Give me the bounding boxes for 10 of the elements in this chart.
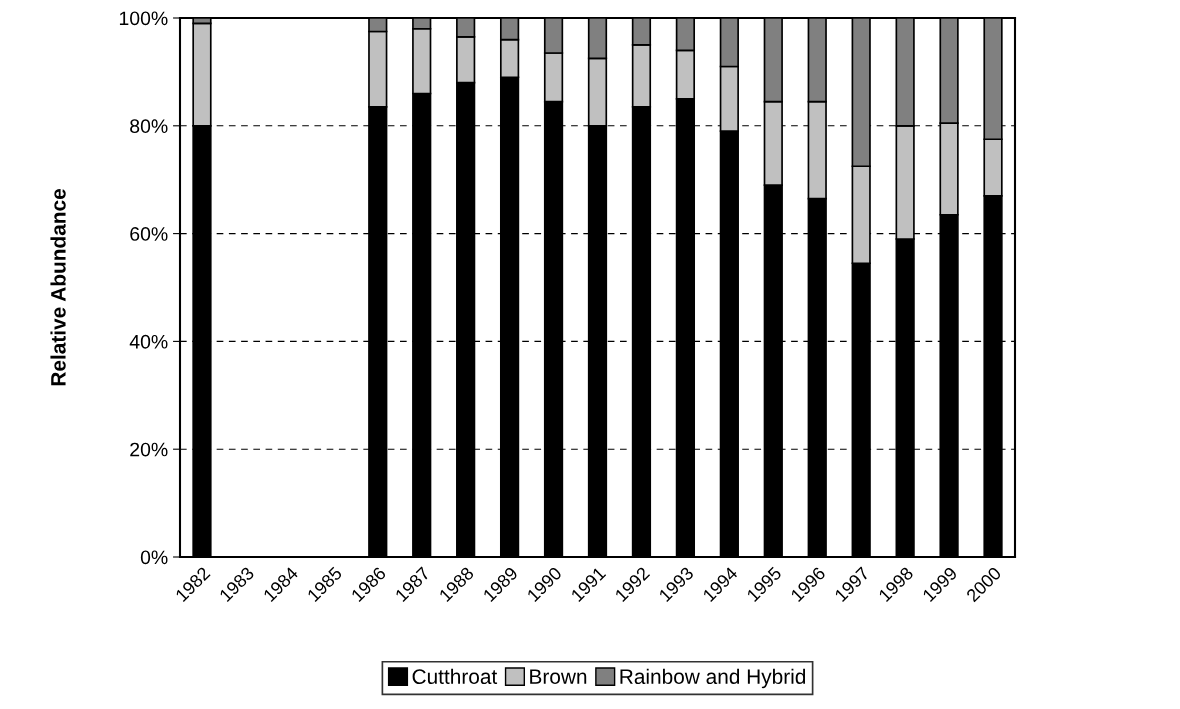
y-tick-label: 0%: [140, 550, 168, 565]
y-tick-label: 80%: [130, 119, 168, 134]
legend-label: Cutthroat: [412, 668, 498, 685]
legend-label: Brown: [530, 669, 587, 685]
y-tick-label: 60%: [130, 227, 168, 241]
y-tick-label: 20%: [130, 442, 168, 457]
y-axis-title: Relative Abundance: [50, 189, 66, 386]
y-tick-label: 100%: [119, 11, 168, 26]
y-tick-label: 40%: [129, 334, 168, 349]
legend-label: Rainbow and Hybrid: [620, 668, 806, 689]
